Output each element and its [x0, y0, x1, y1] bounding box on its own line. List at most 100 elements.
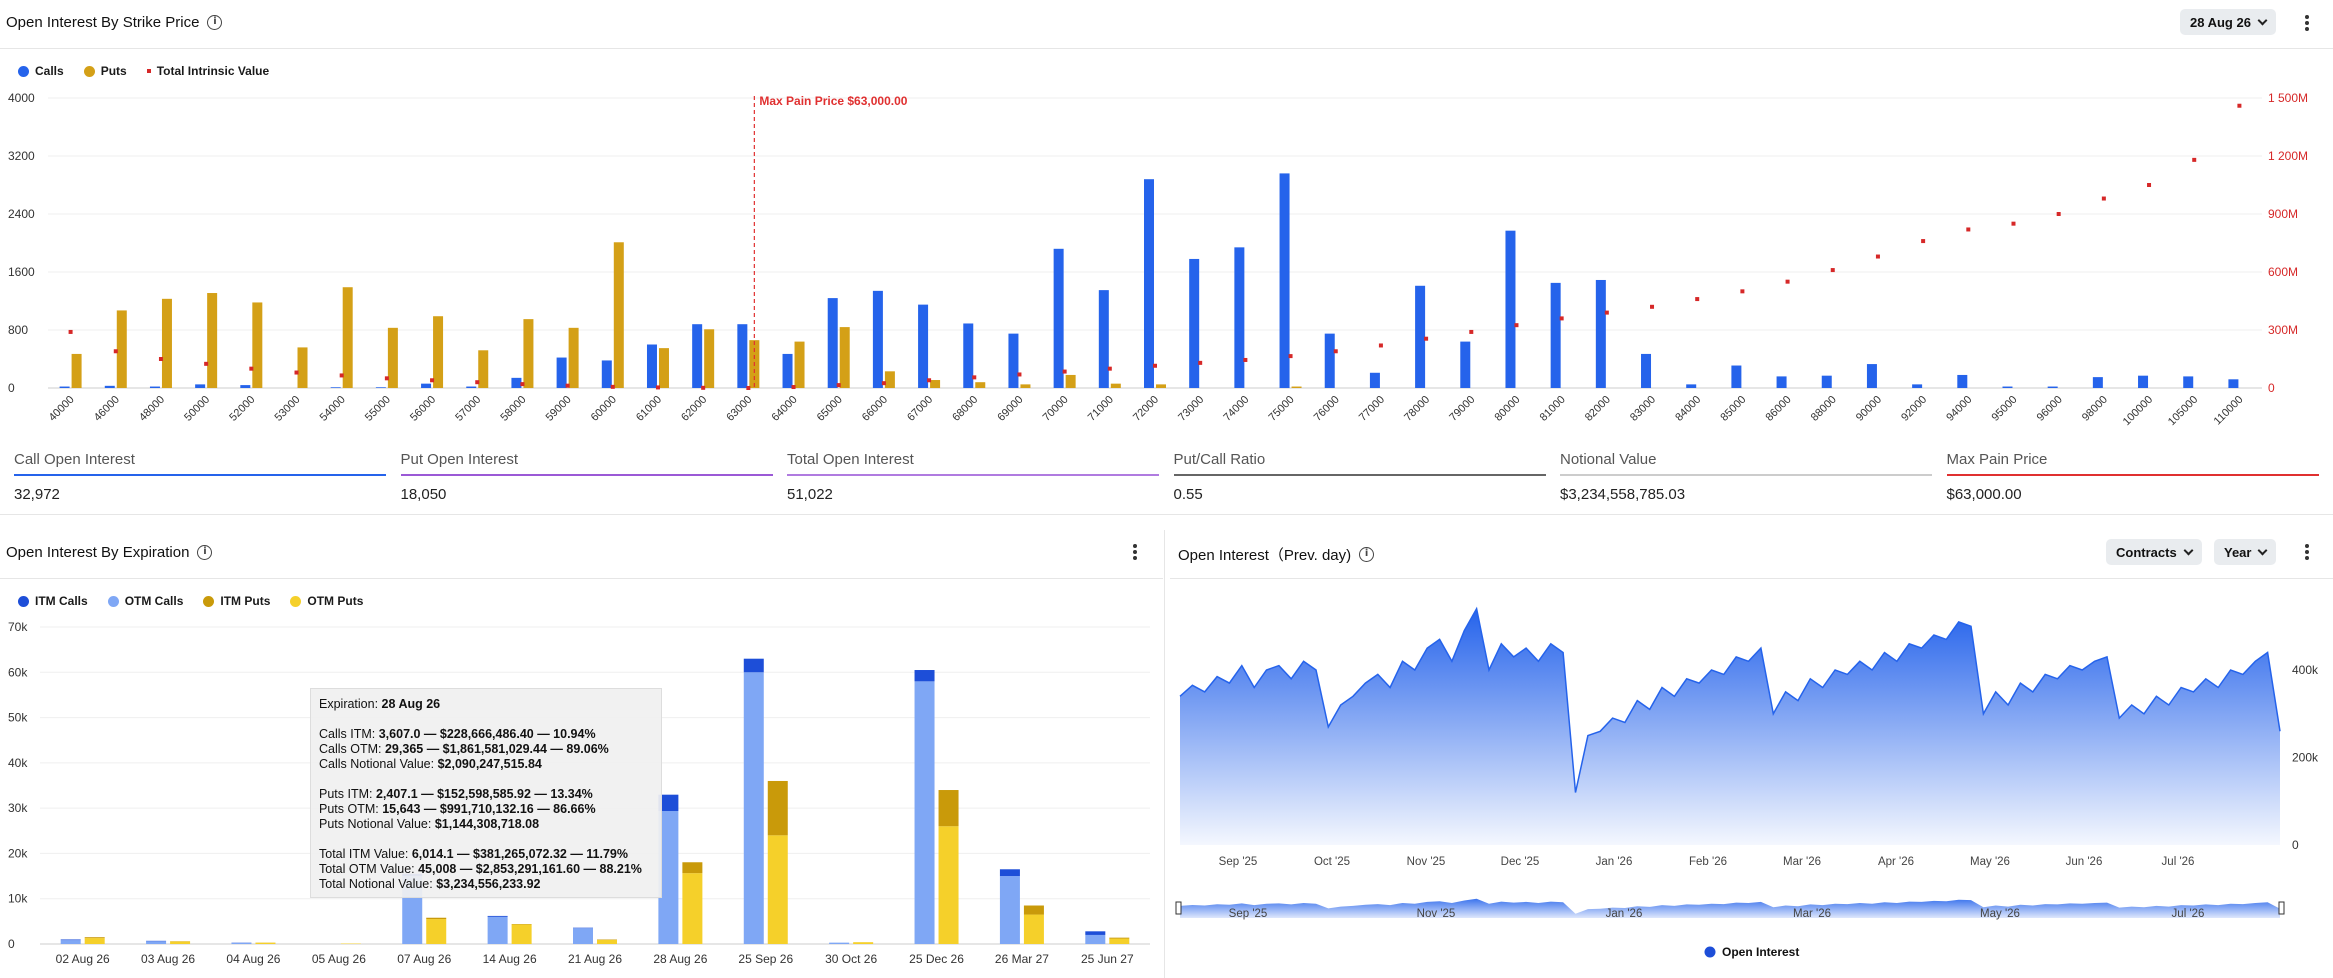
- point-intrinsic: [1740, 289, 1745, 294]
- legend-item-puts[interactable]: Puts: [83, 64, 127, 78]
- x-tick-label: May '26: [1970, 856, 2010, 868]
- point-intrinsic: [2237, 103, 2242, 108]
- bar-otm-calls: [60, 940, 81, 944]
- point-intrinsic: [1288, 354, 1293, 359]
- point-intrinsic: [746, 386, 751, 390]
- bar-calls: [918, 304, 929, 388]
- unit-select[interactable]: Contracts: [2106, 539, 2202, 565]
- bar-itm-puts: [1023, 905, 1044, 915]
- x-tick-label: Sep '25: [1219, 856, 1258, 868]
- bar-otm-calls: [658, 811, 679, 944]
- x-tick-label: 14 Aug 26: [483, 952, 537, 966]
- bar-calls: [1686, 384, 1697, 388]
- info-icon[interactable]: i: [207, 15, 223, 30]
- chevron-down-icon: [2258, 545, 2268, 555]
- point-intrinsic: [1424, 336, 1429, 341]
- legend-label-open-interest: Open Interest: [1722, 945, 1799, 959]
- x-tick-label: 55000: [363, 394, 393, 424]
- tooltip-line: Puts ITM: 2,407.1 — $152,598,585.92 — 13…: [319, 787, 593, 801]
- point-intrinsic: [1650, 304, 1655, 309]
- bar-calls: [104, 385, 115, 388]
- point-intrinsic: [1107, 366, 1112, 371]
- bar-calls: [1234, 247, 1245, 388]
- x-tick-label: 54000: [318, 394, 348, 424]
- legend-dot-open-interest: [1704, 946, 1716, 958]
- stat-value: 18,050: [400, 486, 447, 503]
- bar-calls: [330, 387, 341, 388]
- x-tick-label: 92000: [1899, 394, 1929, 424]
- x-tick-label: 75000: [1267, 394, 1297, 424]
- more-options-icon[interactable]: [2302, 13, 2312, 33]
- x-tick-label: 67000: [905, 394, 935, 424]
- point-intrinsic: [1604, 310, 1609, 315]
- x-tick-label: 88000: [1809, 394, 1839, 424]
- stat-value: 32,972: [14, 486, 60, 503]
- expiry-legend: ITM Calls OTM Calls ITM Puts OTM Puts: [18, 594, 363, 608]
- point-intrinsic: [1785, 279, 1790, 284]
- legend-item-otm-calls[interactable]: OTM Calls: [107, 594, 183, 608]
- info-icon[interactable]: i: [197, 545, 213, 560]
- legend-item-itm-calls[interactable]: ITM Calls: [18, 594, 88, 608]
- point-intrinsic: [836, 383, 841, 388]
- x-tick-label: 84000: [1673, 394, 1703, 424]
- bar-otm-puts: [426, 919, 447, 944]
- bar-puts: [568, 327, 579, 388]
- bar-calls: [375, 387, 386, 388]
- bar-puts: [1291, 386, 1302, 388]
- x-tick-label: 59000: [544, 394, 574, 424]
- x-tick-label: 105000: [2166, 394, 2200, 428]
- bar-calls: [872, 290, 883, 388]
- legend-item-itm-puts[interactable]: ITM Puts: [203, 594, 270, 608]
- area-open-interest: [1180, 608, 2280, 845]
- point-intrinsic: [1514, 323, 1519, 328]
- x-tick-label: 90000: [1854, 394, 1884, 424]
- bar-calls: [601, 360, 612, 388]
- point-intrinsic: [475, 380, 480, 385]
- stat-underline: [1946, 474, 2319, 476]
- point-intrinsic: [384, 376, 389, 381]
- tooltip-line: Total OTM Value: 45,008 — $2,853,291,161…: [319, 862, 642, 876]
- strike-legend: Calls Puts Total Intrinsic Value: [18, 64, 269, 78]
- x-tick-label: 94000: [1944, 394, 1974, 424]
- bar-itm-calls: [914, 670, 935, 682]
- y-tick-label: 3200: [8, 149, 35, 163]
- expiry-select[interactable]: 28 Aug 26: [2180, 9, 2276, 35]
- bar-itm-calls: [743, 658, 764, 673]
- bar-puts: [161, 298, 172, 388]
- more-options-icon[interactable]: [1130, 542, 1140, 562]
- bar-calls: [1912, 384, 1923, 388]
- navigator-handle-right: [2278, 901, 2285, 915]
- point-intrinsic: [430, 378, 435, 383]
- stat-put-open-interest: Put Open Interest 18,050: [400, 451, 773, 503]
- point-intrinsic: [1469, 329, 1474, 334]
- x-tick-label: 65000: [815, 394, 845, 424]
- bar-otm-puts: [938, 826, 959, 944]
- x-tick-label: 05 Aug 26: [312, 952, 366, 966]
- point-intrinsic: [927, 378, 932, 383]
- x-tick-label: 03 Aug 26: [141, 952, 195, 966]
- point-intrinsic: [565, 383, 570, 388]
- bar-puts: [387, 327, 398, 388]
- legend-item-calls[interactable]: Calls: [18, 64, 64, 78]
- y2-tick-label: 300M: [2268, 323, 2298, 337]
- stat-label: Total Open Interest: [787, 451, 914, 468]
- range-select-value: Year: [2224, 544, 2252, 560]
- y-tick-label: 1600: [8, 265, 35, 279]
- more-options-icon[interactable]: [2302, 542, 2312, 562]
- legend-item-intrinsic[interactable]: Total Intrinsic Value: [146, 64, 269, 78]
- bar-otm-puts: [255, 942, 276, 944]
- legend-item-otm-puts[interactable]: OTM Puts: [290, 594, 363, 608]
- stat-label: Max Pain Price: [1946, 451, 2048, 468]
- bar-calls: [1595, 279, 1606, 388]
- info-icon[interactable]: i: [1359, 547, 1375, 562]
- x-tick-label: 64000: [770, 394, 800, 424]
- bar-calls: [1957, 374, 1968, 388]
- x-tick-label: 110000: [2212, 394, 2246, 428]
- x-tick-label: 78000: [1402, 394, 1432, 424]
- bar-itm-puts: [1109, 937, 1130, 939]
- x-tick-label: 53000: [273, 394, 303, 424]
- bar-calls: [1866, 364, 1877, 388]
- bar-puts: [1065, 374, 1076, 388]
- range-select[interactable]: Year: [2214, 539, 2277, 565]
- bar-puts: [1156, 384, 1166, 388]
